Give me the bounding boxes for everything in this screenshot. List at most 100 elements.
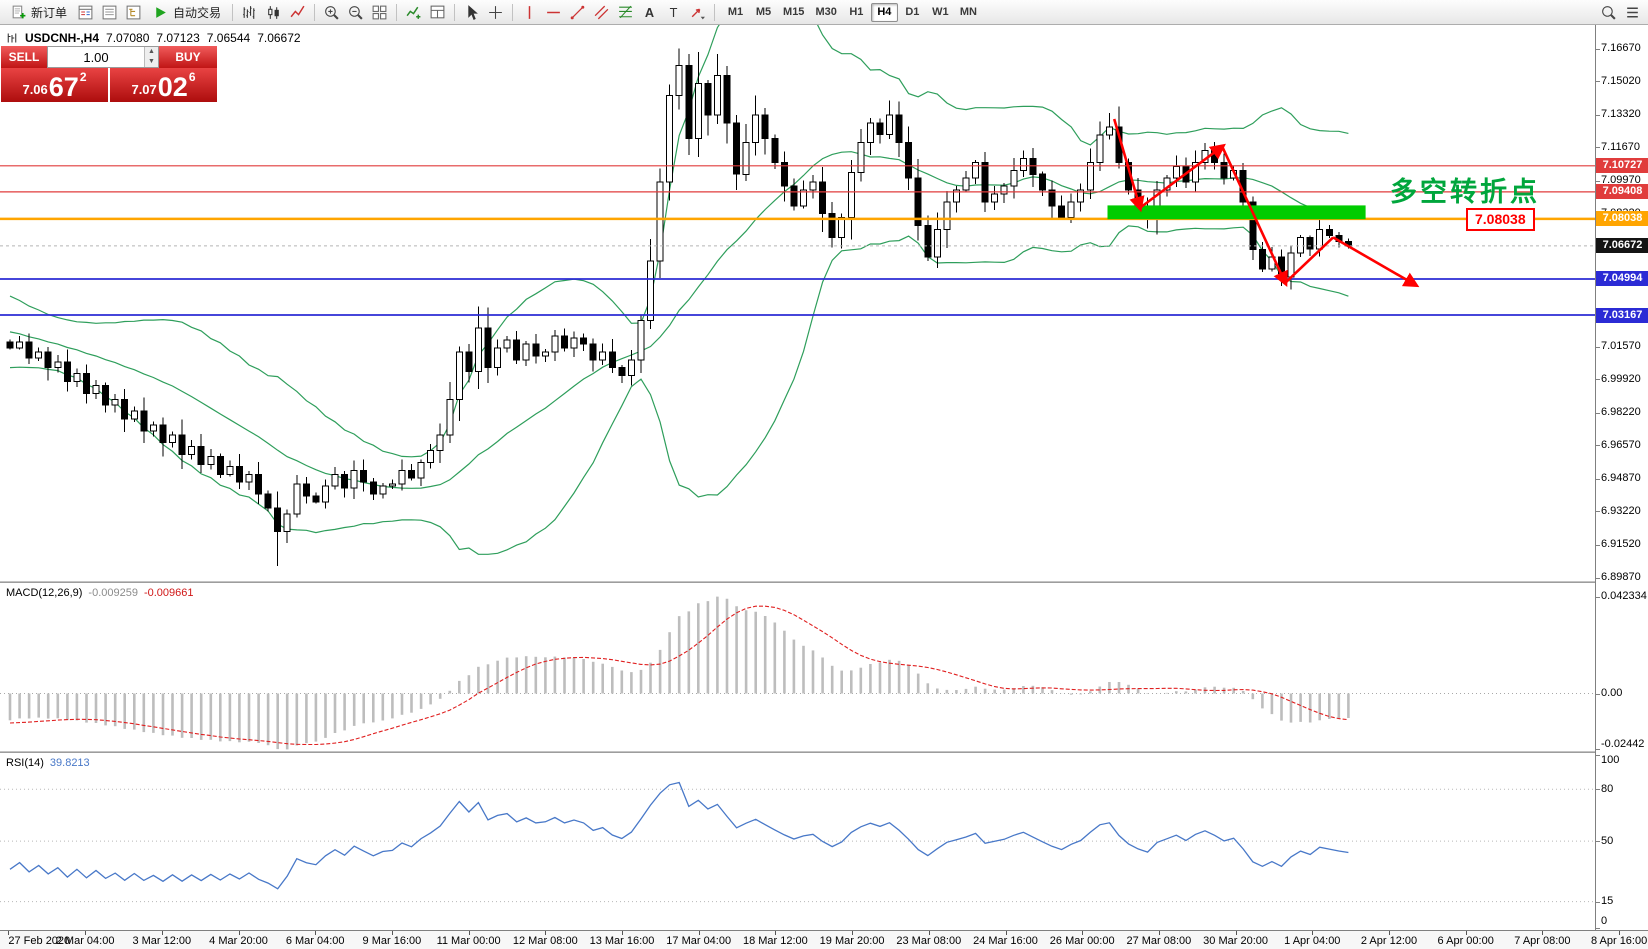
timeframe-button-m1[interactable]: M1 xyxy=(727,6,744,18)
indicators-button[interactable] xyxy=(402,2,425,23)
zoom-in-button[interactable] xyxy=(320,2,343,23)
text-button[interactable]: A xyxy=(638,2,661,23)
time-axis-label: 6 Mar 04:00 xyxy=(285,935,345,947)
time-tick xyxy=(1542,931,1544,935)
rsi-tick xyxy=(1596,901,1600,903)
time-tick xyxy=(1389,931,1390,935)
sell-price-button[interactable]: 7.06 67 2 xyxy=(1,68,108,102)
candlestick-chart-button[interactable] xyxy=(262,2,285,23)
price-tick xyxy=(1596,577,1600,579)
rsi-line xyxy=(9,781,1349,890)
timeframe-button-m5[interactable]: M5 xyxy=(755,6,772,18)
time-axis-label: 7 Apr 08:00 xyxy=(1514,935,1571,947)
time-axis-label: 9 Mar 16:00 xyxy=(362,935,422,947)
market-watch-button[interactable] xyxy=(74,2,97,23)
rsi-axis-label: 100 xyxy=(1601,753,1620,766)
close-value: 7.06672 xyxy=(257,31,301,45)
timeframe-button-h1[interactable]: H1 xyxy=(849,6,864,18)
stepper-up-icon[interactable]: ▲ xyxy=(145,47,158,57)
vertical-line-button[interactable] xyxy=(518,2,541,23)
text-label-icon: T xyxy=(670,4,678,19)
timeframe-button-mn[interactable]: MN xyxy=(959,6,977,18)
macd-rsi-splitter[interactable] xyxy=(0,751,1648,753)
time-axis-label: 4 Mar 20:00 xyxy=(209,935,268,947)
trend-arrow[interactable] xyxy=(1284,236,1334,284)
symbol-period-label: USDCNH-,H4 xyxy=(25,31,100,45)
crosshair-button[interactable] xyxy=(484,2,507,23)
fibonacci-button[interactable] xyxy=(614,2,637,23)
macd-layer xyxy=(0,596,1595,750)
channel-icon xyxy=(594,5,609,19)
timeframe-button-d1[interactable]: D1 xyxy=(905,6,920,18)
timeframe-button-w1[interactable]: W1 xyxy=(932,6,949,18)
new-order-icon xyxy=(12,5,26,18)
trend-arrow[interactable] xyxy=(1221,146,1288,288)
price-tick xyxy=(1596,346,1600,348)
price-axis-label: 7.13320 xyxy=(1601,108,1641,121)
price-tick xyxy=(1596,478,1600,480)
line-chart-button[interactable] xyxy=(286,2,309,23)
stepper-down-icon[interactable]: ▼ xyxy=(145,57,158,67)
tile-windows-button[interactable] xyxy=(368,2,391,23)
time-tick xyxy=(1235,931,1237,935)
buy-button[interactable]: BUY xyxy=(159,46,217,68)
layout-button[interactable] xyxy=(426,2,449,23)
cursor-icon xyxy=(468,4,478,20)
price-axis[interactable]: 7.166707.150207.133207.116707.099707.083… xyxy=(1595,25,1648,930)
channel-button[interactable] xyxy=(590,2,613,23)
arrows-button[interactable] xyxy=(686,2,709,23)
cursor-button[interactable] xyxy=(460,2,483,23)
timeframe-button-m15[interactable]: M15 xyxy=(783,6,805,18)
rsi-tick xyxy=(1596,754,1600,756)
timeframe-button-h4[interactable]: H4 xyxy=(870,2,898,22)
time-axis[interactable]: 27 Feb 2020 2 Mar 04:00 3 Mar 12:00 4 Mar 2… xyxy=(0,930,1648,949)
data-window-button[interactable] xyxy=(98,2,121,23)
window-list-button[interactable] xyxy=(1621,2,1644,23)
rsi-tick xyxy=(1596,927,1600,929)
trend-arrow[interactable] xyxy=(1332,236,1420,288)
buy-price-button[interactable]: 7.07 02 6 xyxy=(110,68,217,102)
rsi-axis-label: 80 xyxy=(1601,782,1614,795)
time-tick xyxy=(238,931,240,935)
new-order-button[interactable]: 新订单 xyxy=(4,2,73,23)
horizontal-line-button[interactable] xyxy=(542,2,565,23)
buy-price-pips: 02 xyxy=(157,71,188,102)
price-tick xyxy=(1596,180,1600,182)
macd-tick xyxy=(1596,596,1600,598)
new-order-label: 新订单 xyxy=(31,5,68,20)
trend-arrow[interactable] xyxy=(1112,118,1145,213)
search-button[interactable] xyxy=(1597,2,1620,23)
time-tick xyxy=(1619,931,1621,935)
time-tick xyxy=(852,931,854,935)
rsi-indicator-label: RSI(14) 39.8213 xyxy=(6,757,90,769)
time-tick xyxy=(1082,931,1084,935)
lot-stepper[interactable]: ▲ ▼ xyxy=(144,47,158,67)
price-badge: 7.03167 xyxy=(1596,307,1648,323)
time-tick xyxy=(928,931,930,935)
main-macd-splitter[interactable] xyxy=(0,581,1648,583)
time-tick xyxy=(1465,931,1467,935)
lot-size-input[interactable]: 1.00 ▲ ▼ xyxy=(47,46,159,68)
zoom-out-button[interactable] xyxy=(344,2,367,23)
text-label-button[interactable]: T xyxy=(662,2,685,23)
trendline-button[interactable] xyxy=(566,2,589,23)
price-level-callout: 7.08038 xyxy=(1466,208,1535,231)
bar-chart-button[interactable] xyxy=(238,2,261,23)
navigator-button[interactable] xyxy=(122,2,145,23)
time-tick xyxy=(85,931,87,935)
macd-main-value: -0.009259 xyxy=(88,587,138,599)
autotrading-button[interactable]: 自动交易 xyxy=(146,2,227,23)
time-axis-label: 6 Apr 00:00 xyxy=(1437,935,1494,947)
support-zone-rectangle[interactable] xyxy=(1107,205,1366,220)
search-icon xyxy=(1602,5,1616,20)
price-axis-label: 6.99920 xyxy=(1601,372,1641,385)
timeframe-button-m30[interactable]: M30 xyxy=(815,6,837,18)
sell-price-prefix: 7.06 xyxy=(22,81,48,97)
sell-button[interactable]: SELL xyxy=(1,46,47,68)
time-axis-label: 17 Mar 04:00 xyxy=(666,935,732,947)
trend-arrow[interactable] xyxy=(1139,143,1226,209)
window-list-icon xyxy=(1627,7,1638,17)
horizontal-line-icon xyxy=(547,11,560,13)
